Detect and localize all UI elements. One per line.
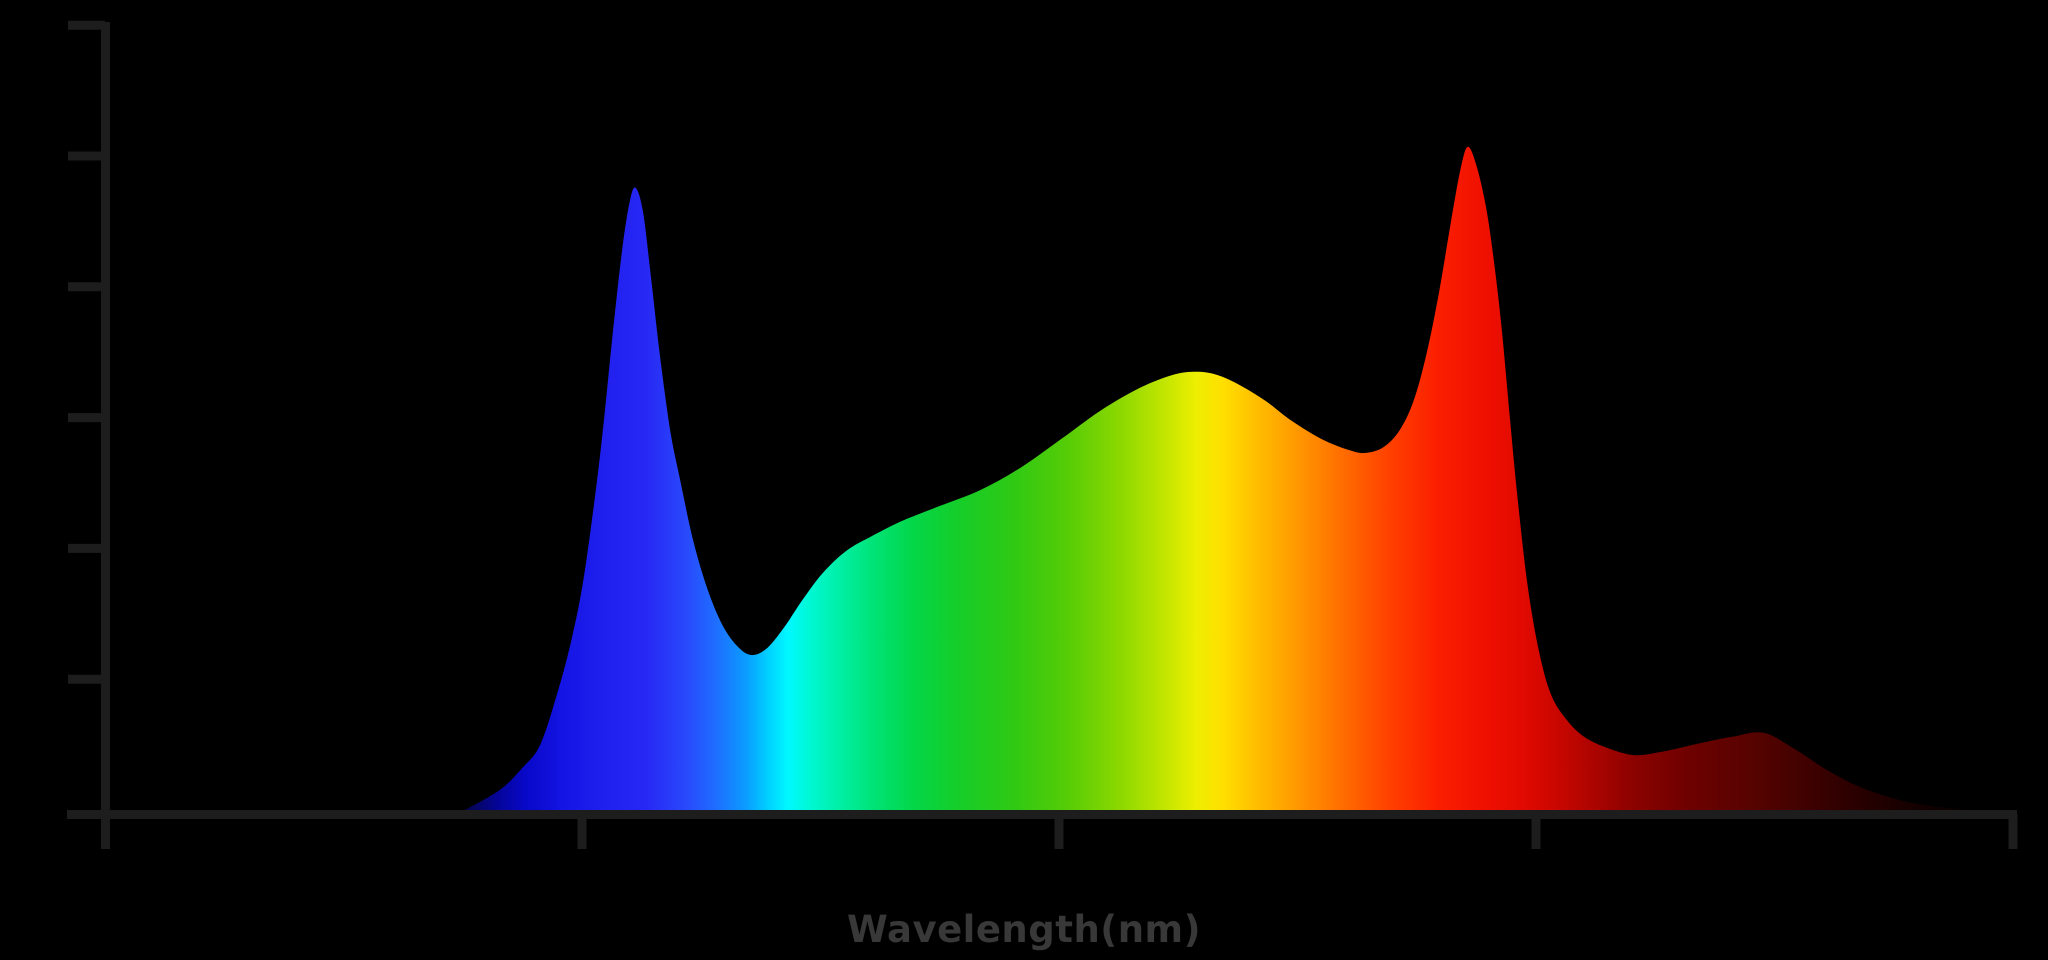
axes bbox=[67, 20, 2018, 849]
spectrum-curve bbox=[464, 146, 1971, 810]
x-axis-label: Wavelength(nm) bbox=[846, 908, 1202, 951]
